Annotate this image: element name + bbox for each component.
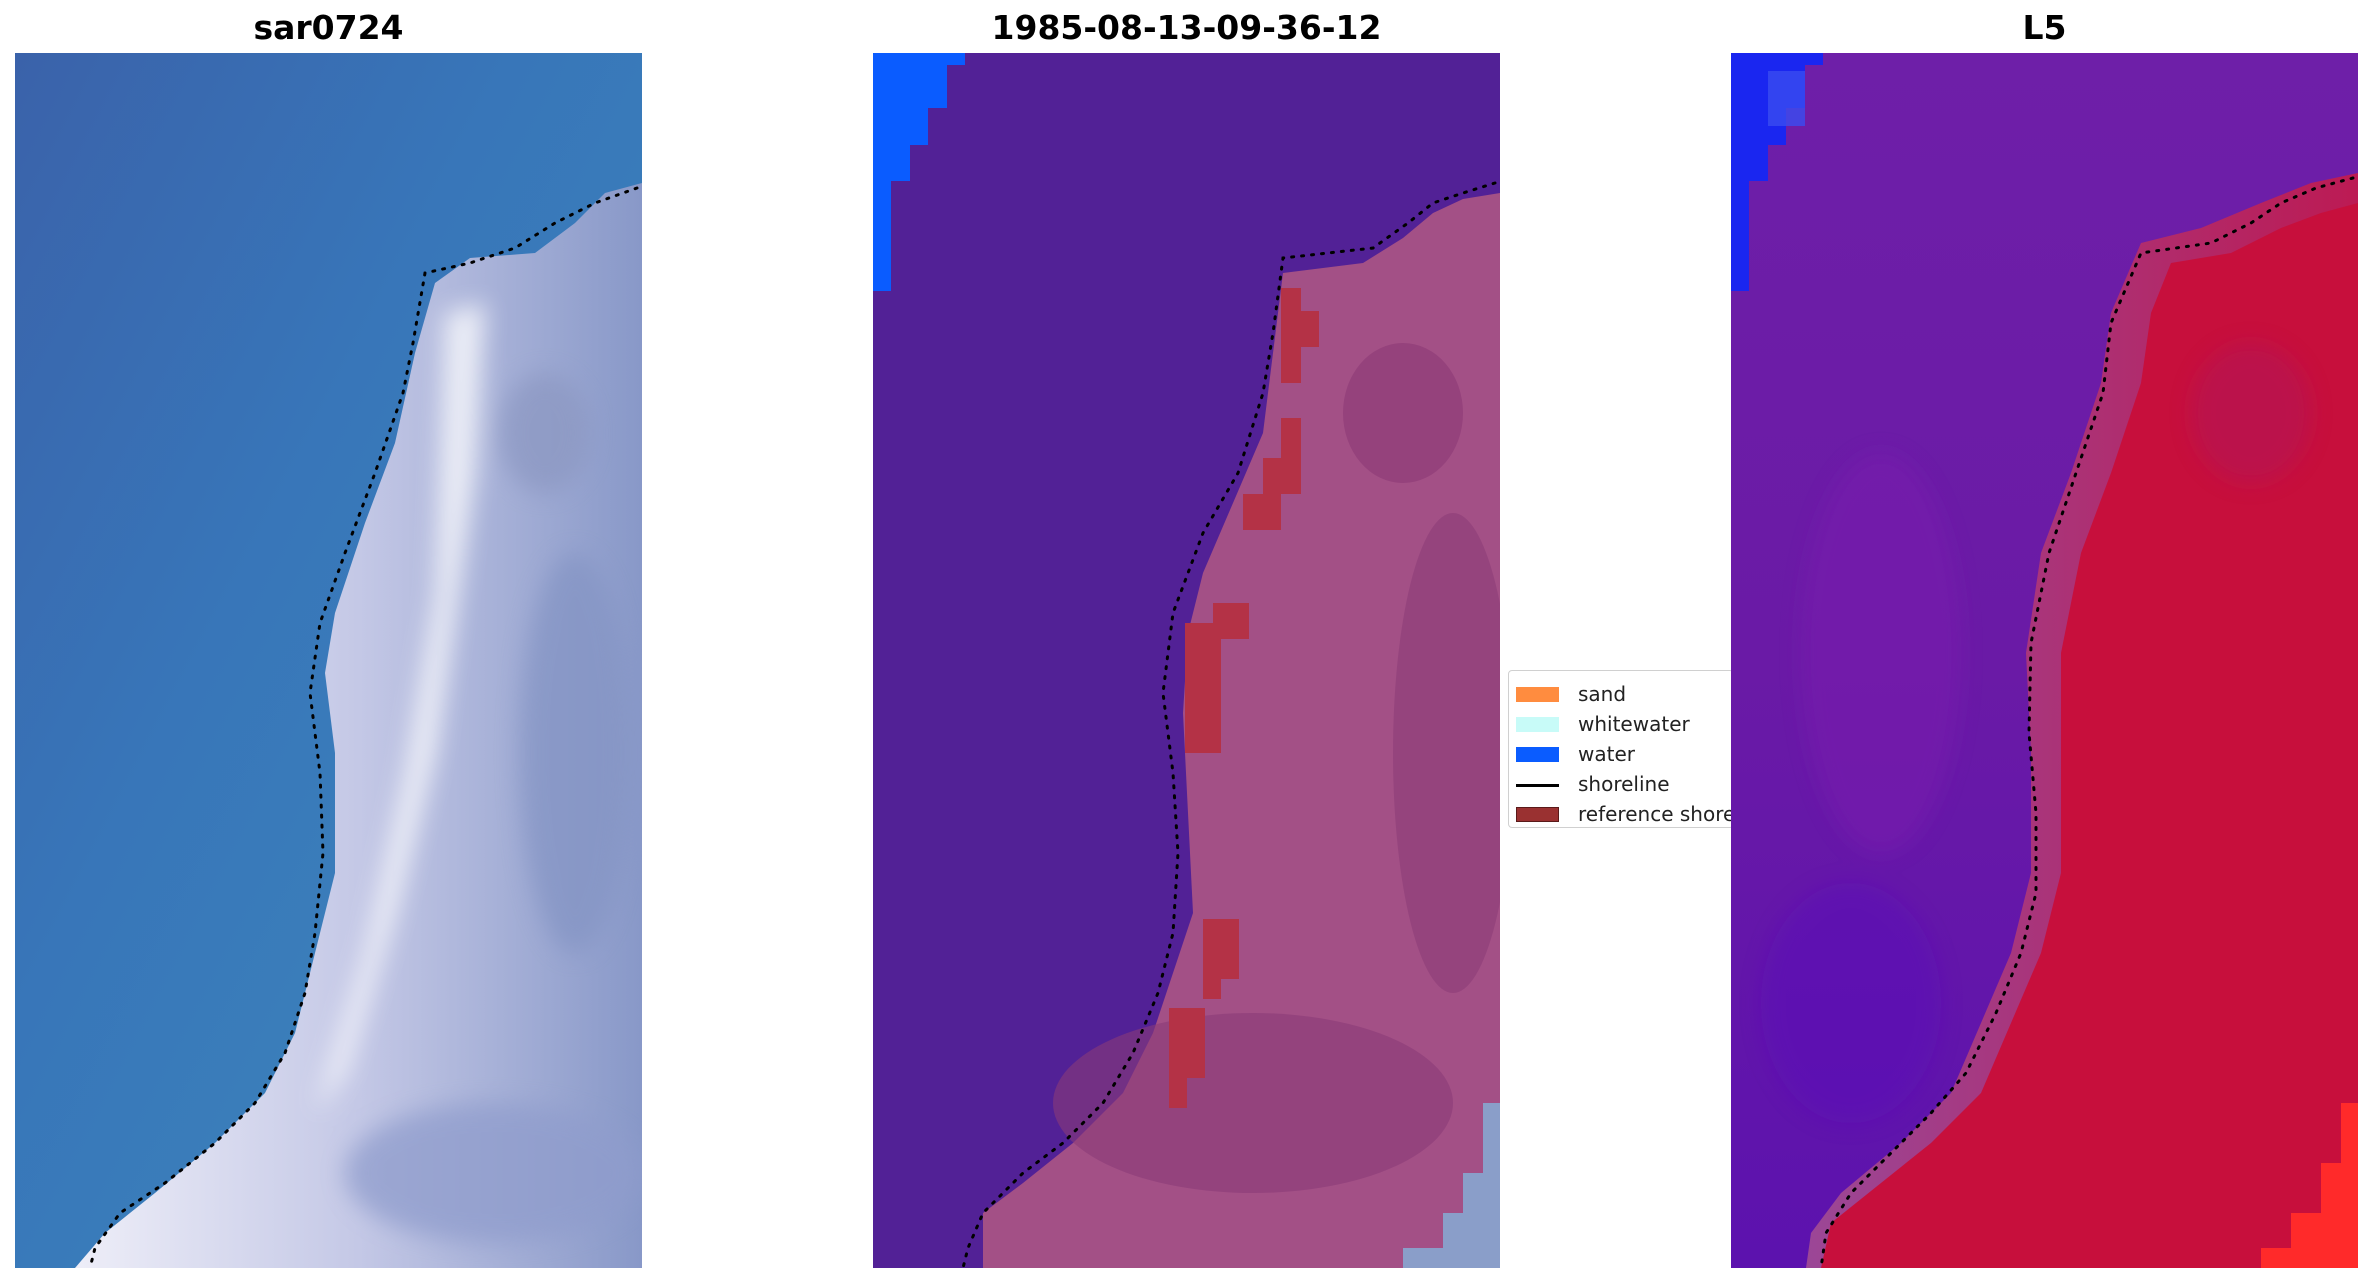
index-image-panel xyxy=(1731,53,2358,1268)
sand-swatch xyxy=(1516,687,1559,702)
panel-title-date: 1985-08-13-09-36-12 xyxy=(991,8,1382,47)
shoreline-dotted xyxy=(961,181,1497,1268)
legend-item-sand: sand xyxy=(1516,679,1733,709)
classified-image-panel xyxy=(873,53,1500,1268)
reference-shoreline-swatch xyxy=(1516,807,1559,822)
shoreline-line-swatch xyxy=(1516,784,1559,787)
shoreline-dotted xyxy=(88,186,639,1268)
water-swatch xyxy=(1516,747,1559,762)
rgb-image-panel xyxy=(15,53,642,1268)
panel-title-l5: L5 xyxy=(2022,8,2067,47)
water-pixels xyxy=(873,53,965,291)
panel-title-sar: sar0724 xyxy=(253,8,404,47)
legend-item-water: water xyxy=(1516,739,1733,769)
classified-image xyxy=(873,53,1500,1268)
rgb-image xyxy=(15,53,642,1268)
legend-label: sand xyxy=(1578,682,1627,706)
whitewater-swatch xyxy=(1516,717,1559,732)
shoreline-dotted xyxy=(1819,176,2355,1268)
legend-label: reference shoreline xyxy=(1578,802,1733,826)
legend-item-shoreline: shoreline xyxy=(1516,769,1733,799)
legend: sand whitewater water shoreline referenc… xyxy=(1508,670,1734,828)
legend-item-reference-shoreline: reference shoreline xyxy=(1516,799,1733,827)
legend-label: whitewater xyxy=(1578,712,1690,736)
reference-shoreline-pixels xyxy=(1169,288,1319,1108)
legend-item-whitewater: whitewater xyxy=(1516,709,1733,739)
legend-label: shoreline xyxy=(1578,772,1670,796)
legend-label: water xyxy=(1578,742,1635,766)
index-image xyxy=(1731,53,2358,1268)
